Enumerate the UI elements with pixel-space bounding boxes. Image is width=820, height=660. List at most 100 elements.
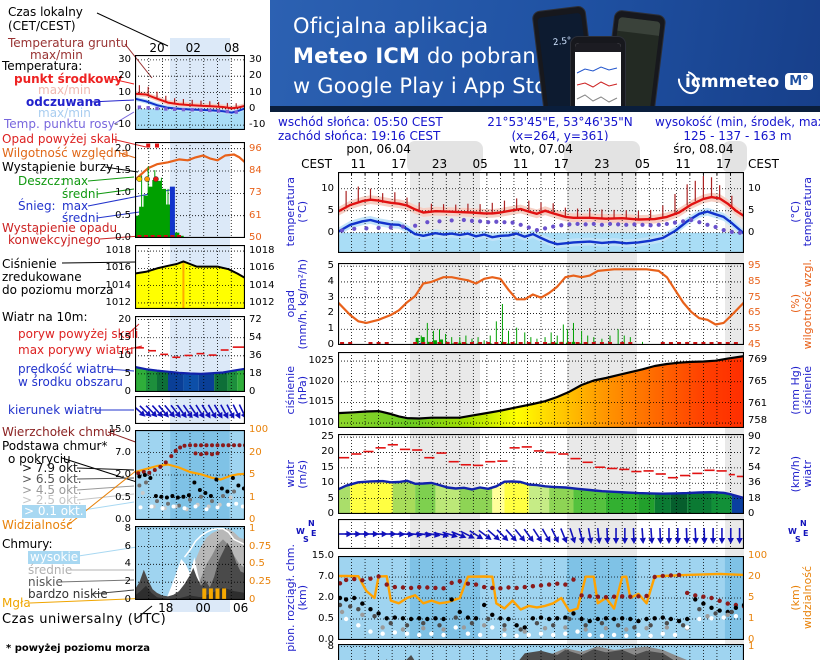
legend-wiatr-10m: Wiatr na 10m:	[2, 310, 88, 324]
axis-title-widzialno--: (km) widzialność	[789, 566, 814, 630]
tick-label: 8	[327, 640, 334, 652]
coordinates-text: 21°53'45"E, 53°46'35"N	[487, 115, 633, 129]
tick-label: 1	[748, 640, 755, 652]
legend-burza: Wystąpienie burzy	[2, 160, 114, 174]
sunrise-text: wschód słońca: 05:50 CEST	[278, 115, 443, 129]
tick-label: 761	[748, 398, 768, 410]
legend-odczuwana: odczuwana	[26, 95, 102, 109]
app-banner[interactable]: Oficjalna aplikacja Meteo ICM do pobrani…	[270, 0, 820, 112]
tick-label: 2.0	[115, 142, 131, 154]
legend-punkt-rosy: Temp. punktu rosy	[4, 117, 115, 131]
banner-line2: Meteo ICM do pobrania	[293, 44, 556, 68]
tick-label: 5	[327, 204, 334, 216]
axis-title-wiatr: (km/h) wiatr	[789, 455, 814, 493]
tick-label: 45	[748, 339, 761, 350]
tick-label: 0.25	[249, 576, 272, 588]
tick-label: 85	[748, 275, 761, 287]
legend-snieg-sredni: średni	[62, 211, 99, 225]
banner-line3: w Google Play i App Store	[293, 74, 569, 98]
tick-label: 0.5	[318, 613, 334, 624]
tick-label: 5	[748, 592, 755, 603]
day-label: wto, 07.04	[509, 142, 573, 156]
tick-label: 5	[249, 469, 256, 480]
tick-label: 54	[748, 461, 761, 473]
hour-label: 17	[716, 157, 732, 171]
tick-label: 50	[249, 232, 262, 243]
tick-label: 2	[124, 576, 131, 588]
tick-label: 10	[321, 182, 334, 194]
legend-snieg: Śnieg:	[18, 199, 56, 213]
tick-label: 0.5	[115, 491, 131, 503]
tick-label: 15	[118, 331, 131, 343]
tick-label: 5	[124, 367, 131, 379]
panel-main-wind	[337, 433, 745, 515]
tick-label: 100	[249, 424, 269, 435]
tick-label: 758	[748, 414, 768, 426]
tick-label: 5	[327, 260, 334, 272]
axis-title-opad: opad (mm/h, kg/m²/h)	[284, 258, 309, 350]
legend-wierzcholek: Wierzchołek chmur	[2, 425, 118, 439]
tick-label: 1010	[308, 417, 334, 429]
tick-label: 20	[748, 571, 761, 582]
tick-label: 95	[748, 260, 761, 272]
tick-label: 84	[249, 165, 262, 177]
tick-label: 3	[327, 291, 334, 303]
legend-predkosc-2: w środku obszaru	[18, 375, 123, 389]
legend-czas-lokalny: Czas lokalny	[8, 5, 83, 19]
panel-mini-clouds	[134, 525, 246, 601]
altitude-values: 125 - 137 - 163 m	[683, 129, 792, 143]
tick-label: 1	[748, 613, 755, 624]
tick-label: 36	[249, 349, 262, 361]
tick-label: 1	[249, 522, 256, 534]
tick-label: 7.0	[318, 571, 334, 582]
tick-label: 75	[748, 291, 761, 303]
hour-label: 05	[634, 157, 651, 171]
tick-label: 1014	[105, 279, 131, 291]
tick-label: 0.0	[318, 634, 334, 645]
tick-label: 72	[748, 446, 761, 458]
legend-cisnienie-1: Ciśnienie	[2, 257, 57, 271]
legend-temp-mm-pink: max/min	[38, 83, 91, 97]
tick-label: 0	[327, 226, 334, 238]
legend-podstawa-2: o pokryciu	[8, 452, 71, 466]
legend-cisnienie-3: do poziomu morza	[2, 283, 114, 297]
axis-title-ci-nienie: (mm Hg) ciśnienie	[789, 365, 814, 415]
tick-label: 769	[748, 353, 768, 365]
mini-top-hour: 08	[224, 41, 240, 55]
hour-label: 23	[594, 157, 610, 171]
legend-mgla: Mgła	[2, 596, 31, 610]
mini-bottom-hour: 00	[195, 601, 211, 615]
tick-label: 0	[748, 508, 755, 519]
tick-label: 2.0	[115, 469, 131, 480]
legend-niskie: niskie	[28, 575, 63, 589]
tick-label: 90	[748, 431, 761, 443]
tick-label: -10	[249, 119, 266, 131]
tick-label: 7.0	[115, 446, 131, 458]
tick-label: 10	[118, 349, 131, 361]
tick-label: -10	[114, 119, 131, 131]
tick-label: 2	[327, 307, 334, 319]
panel-mini-precip	[134, 141, 246, 239]
tick-label: 1018	[105, 245, 131, 257]
tick-label: 0.0	[115, 232, 131, 243]
tick-label: 0.5	[249, 558, 265, 570]
tick-label: 96	[249, 142, 262, 154]
tick-label: 55	[748, 323, 761, 335]
tick-label: 72	[249, 313, 262, 325]
banner-bottom-strip	[270, 106, 820, 112]
legend-srednie: średnie	[28, 563, 73, 577]
tick-label: 4	[124, 558, 131, 570]
legend-temp-mm-blue: max/min	[38, 106, 91, 120]
legend-poryw-skali: poryw powyżej skali	[18, 327, 139, 341]
tick-label: 1015	[308, 396, 334, 408]
tick-label: 0.75	[249, 540, 272, 552]
footnote-above-sea-level: * powyżej poziomu morza	[6, 643, 150, 654]
tick-label: 0	[249, 594, 256, 605]
tick-label: 4	[327, 275, 334, 287]
banner-line1: Oficjalna aplikacja	[293, 14, 489, 38]
tick-label: 25	[321, 431, 334, 443]
legend-snieg-max: max	[62, 199, 89, 213]
legend-punkt-srodkowy: punkt środkowy	[14, 72, 123, 86]
